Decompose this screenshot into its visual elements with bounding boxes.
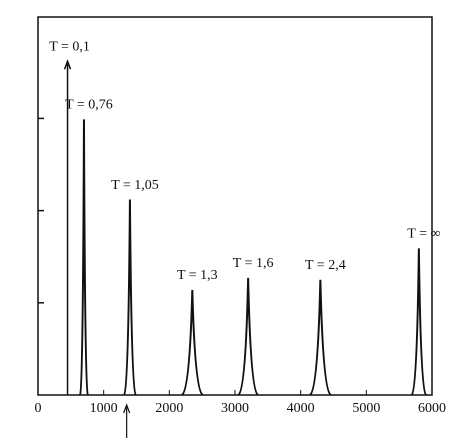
peak-label: T = 0,76 [65,98,113,113]
peak-label: T = 2,4 [305,258,346,273]
x-tick-label: 3000 [221,401,249,416]
peak [181,289,204,396]
x-tick-label: 0 [35,401,42,416]
peak [410,248,427,396]
peak-label: T = 1,3 [177,268,218,283]
peak [79,119,89,396]
x-tick-label: 4000 [287,401,315,416]
x-tick-label: 6000 [418,401,446,416]
peak [237,277,259,396]
peak-label: T = ∞ [407,227,440,242]
x-tick-label: 1000 [90,401,118,416]
x-tick-label: 2000 [155,401,183,416]
x-tick-label: 5000 [352,401,380,416]
peak-label: T = 1,05 [111,178,159,193]
peak [123,199,137,396]
peak-label: T = 0,1 [49,39,90,54]
marker-arrow-head [123,403,131,414]
plot-frame [37,16,433,396]
arrow-head [63,59,72,70]
peak [309,279,332,396]
peak-label: T = 1,6 [233,256,274,271]
